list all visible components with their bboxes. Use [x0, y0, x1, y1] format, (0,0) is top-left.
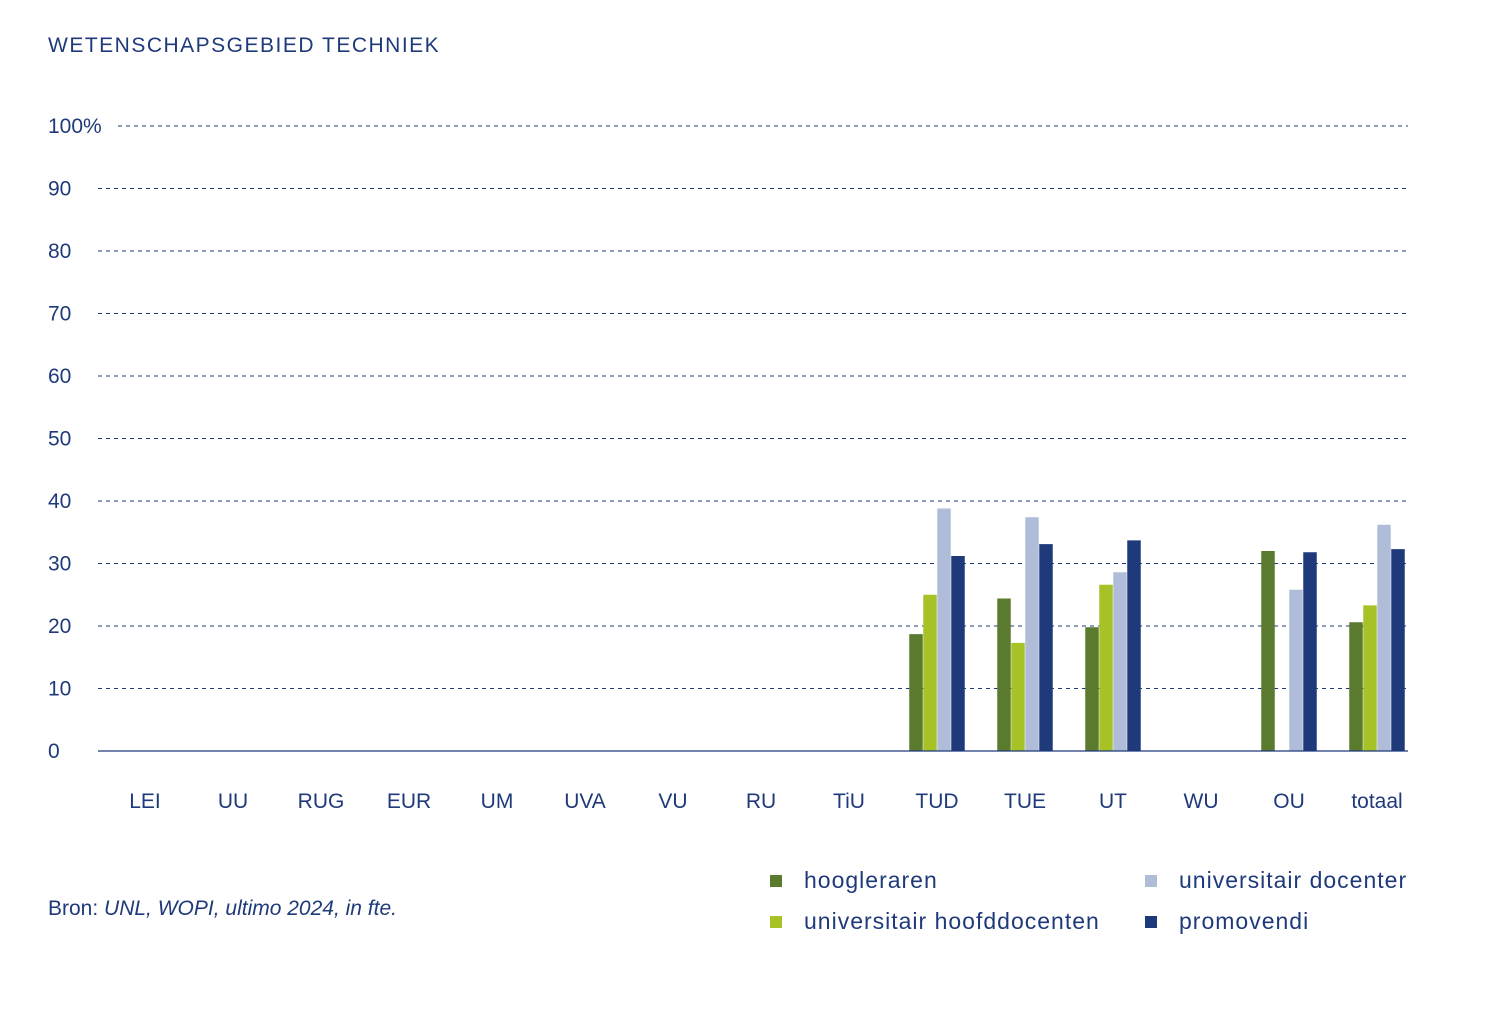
legend-label-uhd: universitair hoofddocenten [804, 908, 1100, 934]
bar-OU-promovendi [1303, 552, 1317, 751]
bar-UT-hoogleraren [1085, 627, 1099, 751]
source-note: Bron: UNL, WOPI, ultimo 2024, in fte. [48, 897, 397, 921]
bars [909, 508, 1405, 751]
y-tick-label: 80 [48, 240, 71, 263]
y-tick-label: 70 [48, 303, 71, 326]
bar-UT-universitair-docenten [1113, 572, 1127, 751]
bar-totaal-universitair-docenten [1377, 524, 1391, 751]
bar-OU-hoogleraren [1261, 551, 1275, 751]
x-tick-label: LEI [129, 790, 161, 813]
legend-item-ud: universitair docenter [1145, 867, 1407, 894]
bar-TUE-hoogleraren [997, 598, 1011, 751]
y-tick-label: 10 [48, 678, 71, 701]
x-tick-label: VU [658, 790, 687, 813]
x-tick-label: TiU [833, 790, 865, 813]
legend-label-hoogleraren: hoogleraren [804, 867, 938, 893]
legend-item-hoogleraren: hoogleraren [770, 867, 938, 894]
bar-OU-universitair-docenten [1289, 589, 1303, 751]
bar-TUE-universitair-hoofddocenten [1011, 642, 1025, 751]
x-tick-label: UU [218, 790, 248, 813]
bar-TUD-promovendi [951, 556, 965, 751]
y-tick-label: 0 [48, 740, 60, 763]
x-tick-label: OU [1273, 790, 1305, 813]
legend-swatch-ud [1145, 874, 1157, 887]
legend-item-uhd: universitair hoofddocenten [770, 908, 1100, 935]
x-tick-label: TUE [1004, 790, 1046, 813]
y-tick-label: 40 [48, 490, 71, 513]
legend-swatch-hoogleraren [770, 874, 782, 887]
bar-totaal-hoogleraren [1349, 622, 1363, 751]
x-tick-label: WU [1184, 790, 1219, 813]
y-tick-label: 90 [48, 178, 71, 201]
x-tick-label: RU [746, 790, 776, 813]
y-axis-ticks: 0 10 20 30 40 50 60 70 80 90 100% [48, 115, 102, 763]
x-tick-label: TUD [915, 790, 958, 813]
bar-TUD-universitair-hoofddocenten [923, 594, 937, 751]
y-tick-label: 50 [48, 428, 71, 451]
bar-totaal-universitair-hoofddocenten [1363, 605, 1377, 751]
chart-title: WETENSCHAPSGEBIED TECHNIEK [48, 34, 441, 57]
bar-TUE-universitair-docenten [1025, 517, 1039, 751]
bar-UT-universitair-hoofddocenten [1099, 584, 1113, 751]
x-tick-label: totaal [1351, 790, 1402, 813]
legend-item-promovendi: promovendi [1145, 908, 1309, 935]
y-tick-label: 20 [48, 615, 71, 638]
bar-totaal-promovendi [1391, 549, 1405, 751]
source-label: Bron: [48, 897, 99, 920]
bar-TUE-promovendi [1039, 544, 1053, 751]
x-tick-label: UVA [564, 790, 606, 813]
legend-swatch-uhd [770, 915, 782, 928]
bar-TUD-universitair-docenten [937, 508, 951, 751]
y-tick-label: 30 [48, 553, 71, 576]
x-tick-label: RUG [298, 790, 345, 813]
legend-label-ud: universitair docenter [1179, 867, 1408, 893]
y-tick-label: 60 [48, 365, 71, 388]
y-tick-label: 100% [48, 115, 102, 138]
gridlines [98, 125, 1408, 689]
source-text: UNL, WOPI, ultimo 2024, in fte. [104, 897, 397, 920]
bar-TUD-hoogleraren [909, 634, 923, 751]
x-axis-ticks: LEI UU RUG EUR UM UVA VU RU TiU TUD TUE UT WU OU totaa… [129, 790, 1402, 813]
x-tick-label: EUR [387, 790, 431, 813]
legend-label-promovendi: promovendi [1179, 908, 1310, 934]
bar-chart: 0 10 20 30 40 50 60 70 80 90 100% LEI UU RUG EUR UM UVA… [48, 115, 1408, 813]
x-tick-label: UM [481, 790, 514, 813]
x-tick-label: UT [1099, 790, 1127, 813]
bar-UT-promovendi [1127, 540, 1141, 751]
legend-swatch-promovendi [1145, 915, 1157, 928]
